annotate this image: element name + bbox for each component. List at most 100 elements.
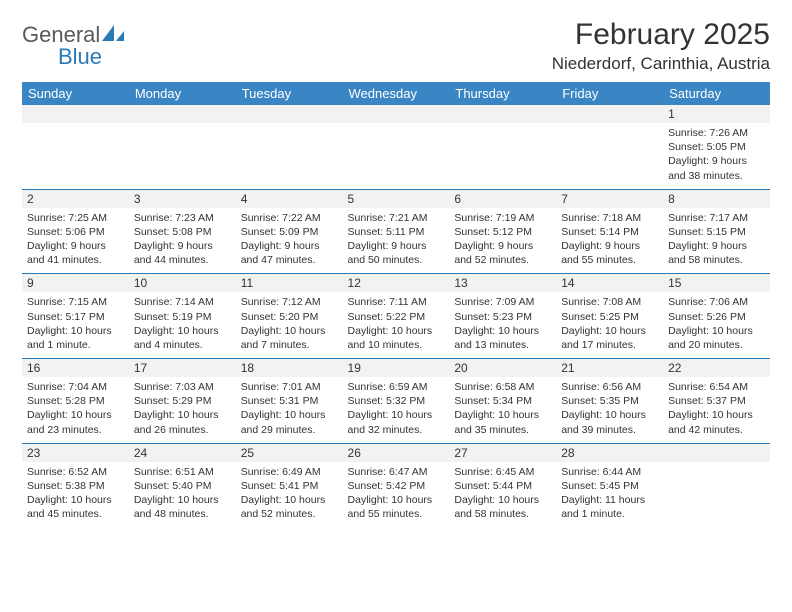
sunset-text: Sunset: 5:29 PM <box>134 394 231 408</box>
daynum-row: 16171819202122 <box>22 359 770 378</box>
day-number-cell: 25 <box>236 443 343 462</box>
day-cell: Sunrise: 7:18 AMSunset: 5:14 PMDaylight:… <box>556 208 663 274</box>
sunset-text: Sunset: 5:35 PM <box>561 394 658 408</box>
sunrise-text: Sunrise: 7:26 AM <box>668 126 765 140</box>
daylight-text-1: Daylight: 10 hours <box>134 493 231 507</box>
daynum-row: 232425262728 <box>22 443 770 462</box>
day-header-thursday: Thursday <box>449 82 556 105</box>
daylight-text-2: and 58 minutes. <box>454 507 551 521</box>
sunrise-text: Sunrise: 6:51 AM <box>134 465 231 479</box>
day-number-cell: 24 <box>129 443 236 462</box>
day-cell <box>236 123 343 189</box>
daylight-text-1: Daylight: 9 hours <box>241 239 338 253</box>
sunrise-text: Sunrise: 6:59 AM <box>348 380 445 394</box>
day-cell: Sunrise: 6:56 AMSunset: 5:35 PMDaylight:… <box>556 377 663 443</box>
daylight-text-2: and 45 minutes. <box>27 507 124 521</box>
day-cell: Sunrise: 7:03 AMSunset: 5:29 PMDaylight:… <box>129 377 236 443</box>
daylight-text-2: and 26 minutes. <box>134 423 231 437</box>
sunset-text: Sunset: 5:37 PM <box>668 394 765 408</box>
day-cell: Sunrise: 7:15 AMSunset: 5:17 PMDaylight:… <box>22 292 129 358</box>
daylight-text-2: and 39 minutes. <box>561 423 658 437</box>
day-number-cell: 15 <box>663 274 770 293</box>
daylight-text-2: and 7 minutes. <box>241 338 338 352</box>
sunrise-text: Sunrise: 7:08 AM <box>561 295 658 309</box>
day-number-cell: 7 <box>556 189 663 208</box>
daylight-text-1: Daylight: 10 hours <box>561 324 658 338</box>
daylight-text-2: and 41 minutes. <box>27 253 124 267</box>
daylight-text-1: Daylight: 9 hours <box>27 239 124 253</box>
day-number-cell <box>22 105 129 123</box>
sunset-text: Sunset: 5:42 PM <box>348 479 445 493</box>
sunset-text: Sunset: 5:32 PM <box>348 394 445 408</box>
day-number-cell: 1 <box>663 105 770 123</box>
sunrise-text: Sunrise: 7:22 AM <box>241 211 338 225</box>
sunset-text: Sunset: 5:44 PM <box>454 479 551 493</box>
daynum-row: 9101112131415 <box>22 274 770 293</box>
daylight-text-1: Daylight: 10 hours <box>134 324 231 338</box>
sunset-text: Sunset: 5:34 PM <box>454 394 551 408</box>
day-number-cell: 5 <box>343 189 450 208</box>
day-cell: Sunrise: 6:59 AMSunset: 5:32 PMDaylight:… <box>343 377 450 443</box>
logo-sail-icon <box>100 23 126 48</box>
sunset-text: Sunset: 5:19 PM <box>134 310 231 324</box>
day-cell: Sunrise: 7:23 AMSunset: 5:08 PMDaylight:… <box>129 208 236 274</box>
sunrise-text: Sunrise: 6:58 AM <box>454 380 551 394</box>
day-number-cell: 23 <box>22 443 129 462</box>
sunrise-text: Sunrise: 7:04 AM <box>27 380 124 394</box>
day-number-cell <box>663 443 770 462</box>
daylight-text-1: Daylight: 10 hours <box>27 493 124 507</box>
sunset-text: Sunset: 5:23 PM <box>454 310 551 324</box>
logo: General Blue <box>22 22 126 70</box>
day-cell: Sunrise: 7:04 AMSunset: 5:28 PMDaylight:… <box>22 377 129 443</box>
day-cell: Sunrise: 7:09 AMSunset: 5:23 PMDaylight:… <box>449 292 556 358</box>
sunrise-text: Sunrise: 6:52 AM <box>27 465 124 479</box>
daylight-text-1: Daylight: 10 hours <box>561 408 658 422</box>
daylight-text-1: Daylight: 9 hours <box>348 239 445 253</box>
sunset-text: Sunset: 5:05 PM <box>668 140 765 154</box>
day-header-monday: Monday <box>129 82 236 105</box>
sunrise-text: Sunrise: 6:54 AM <box>668 380 765 394</box>
calendar-header: SundayMondayTuesdayWednesdayThursdayFrid… <box>22 82 770 105</box>
day-number-cell: 28 <box>556 443 663 462</box>
day-cell: Sunrise: 7:19 AMSunset: 5:12 PMDaylight:… <box>449 208 556 274</box>
sunrise-text: Sunrise: 7:17 AM <box>668 211 765 225</box>
daylight-text-2: and 55 minutes. <box>348 507 445 521</box>
week-row: Sunrise: 7:04 AMSunset: 5:28 PMDaylight:… <box>22 377 770 443</box>
day-cell: Sunrise: 6:52 AMSunset: 5:38 PMDaylight:… <box>22 462 129 528</box>
day-cell: Sunrise: 7:08 AMSunset: 5:25 PMDaylight:… <box>556 292 663 358</box>
logo-word-2: Blue <box>58 44 126 70</box>
daylight-text-2: and 35 minutes. <box>454 423 551 437</box>
daylight-text-2: and 42 minutes. <box>668 423 765 437</box>
daynum-row: 2345678 <box>22 189 770 208</box>
day-number-cell <box>556 105 663 123</box>
daylight-text-1: Daylight: 10 hours <box>134 408 231 422</box>
day-number-cell: 22 <box>663 359 770 378</box>
sunset-text: Sunset: 5:06 PM <box>27 225 124 239</box>
sunrise-text: Sunrise: 7:06 AM <box>668 295 765 309</box>
sunset-text: Sunset: 5:09 PM <box>241 225 338 239</box>
daylight-text-1: Daylight: 9 hours <box>561 239 658 253</box>
daylight-text-1: Daylight: 10 hours <box>454 324 551 338</box>
daylight-text-1: Daylight: 10 hours <box>668 324 765 338</box>
sunset-text: Sunset: 5:08 PM <box>134 225 231 239</box>
daylight-text-2: and 32 minutes. <box>348 423 445 437</box>
daylight-text-1: Daylight: 10 hours <box>348 324 445 338</box>
day-cell: Sunrise: 7:14 AMSunset: 5:19 PMDaylight:… <box>129 292 236 358</box>
sunrise-text: Sunrise: 6:45 AM <box>454 465 551 479</box>
daylight-text-2: and 1 minute. <box>561 507 658 521</box>
day-cell: Sunrise: 6:47 AMSunset: 5:42 PMDaylight:… <box>343 462 450 528</box>
day-cell: Sunrise: 7:17 AMSunset: 5:15 PMDaylight:… <box>663 208 770 274</box>
daylight-text-1: Daylight: 10 hours <box>668 408 765 422</box>
daynum-row: 1 <box>22 105 770 123</box>
sunset-text: Sunset: 5:31 PM <box>241 394 338 408</box>
day-number-cell: 18 <box>236 359 343 378</box>
calendar-body: 1 Sunrise: 7:26 AMSunset: 5:05 PM Dayligh… <box>22 105 770 527</box>
daylight-text-1: Daylight: 10 hours <box>241 324 338 338</box>
day-cell <box>22 123 129 189</box>
daylight-text-2: and 52 minutes. <box>241 507 338 521</box>
week-row: Sunrise: 6:52 AMSunset: 5:38 PMDaylight:… <box>22 462 770 528</box>
daylight-text-2: and 52 minutes. <box>454 253 551 267</box>
sunrise-text: Sunrise: 7:18 AM <box>561 211 658 225</box>
calendar-table: SundayMondayTuesdayWednesdayThursdayFrid… <box>22 82 770 527</box>
daylight-text-2: and 58 minutes. <box>668 253 765 267</box>
